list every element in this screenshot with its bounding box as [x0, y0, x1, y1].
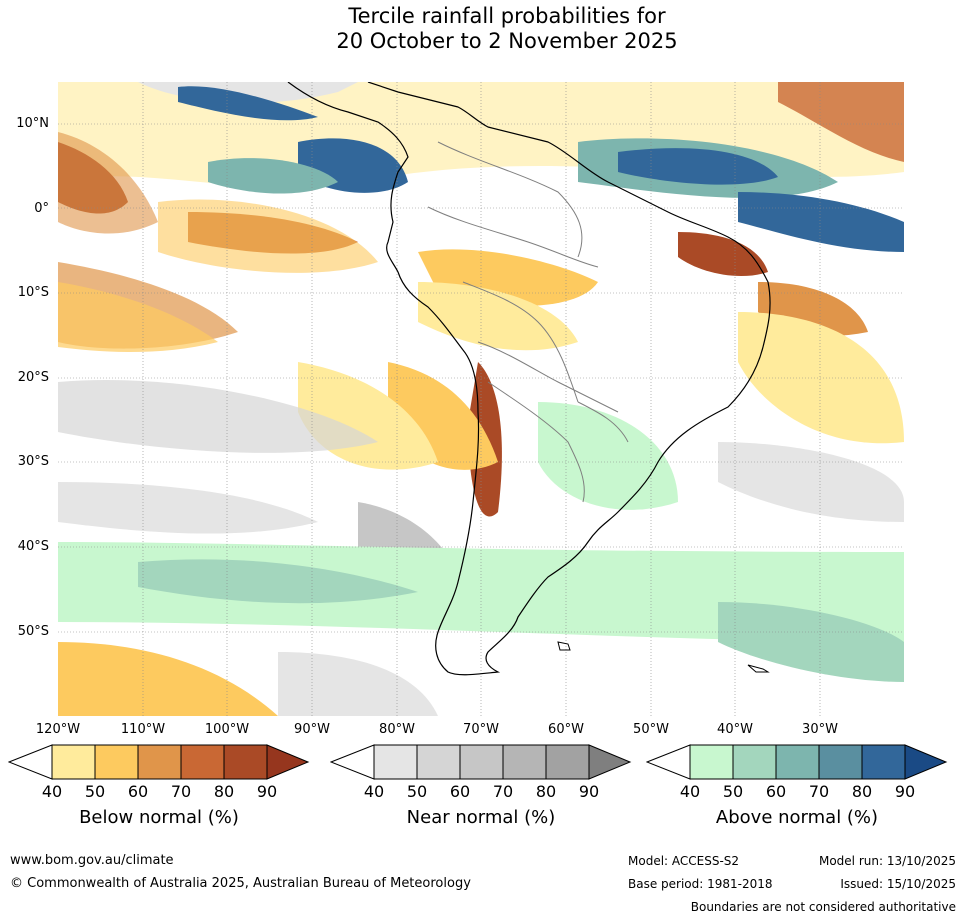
below-swatch-5	[223, 744, 268, 780]
below-normal-label: Below normal (%)	[79, 807, 239, 828]
near-tick-90: 90	[578, 782, 600, 801]
coastline	[287, 82, 771, 676]
near-tick-80: 80	[535, 782, 557, 801]
title-line-1: Tercile rainfall probabilities for	[348, 4, 666, 28]
lat-label-10s: 10°S	[17, 285, 49, 300]
model-name: Model: ACCESS-S2	[628, 854, 740, 868]
map-title: Tercile rainfall probabilities for 20 Oc…	[0, 4, 965, 54]
falkland-islands	[557, 641, 571, 651]
near-swatch-1	[373, 744, 418, 780]
above-tick-70: 70	[808, 782, 830, 801]
probability-field	[58, 82, 904, 716]
near-normal-label: Near normal (%)	[406, 807, 556, 828]
lon-label-80w: 80°W	[379, 722, 415, 737]
above-swatch-0	[646, 744, 691, 780]
below-tick-70: 70	[170, 782, 192, 801]
south-georgia	[747, 664, 770, 673]
country-borders	[427, 141, 629, 503]
below-swatch-0	[8, 744, 53, 780]
below-tick-90: 90	[256, 782, 278, 801]
near-tick-50: 50	[406, 782, 428, 801]
rainfall-map	[58, 82, 904, 716]
above-swatch-2	[732, 744, 777, 780]
below-swatch-6	[266, 744, 310, 780]
below-swatch-2	[94, 744, 139, 780]
near-swatch-5	[545, 744, 590, 780]
lon-label-120w: 120°W	[35, 722, 81, 737]
near-swatch-2	[416, 744, 461, 780]
map-canvas	[58, 82, 904, 716]
below-swatch-3	[137, 744, 182, 780]
above-swatch-6	[904, 744, 948, 780]
above-swatch-1	[689, 744, 734, 780]
near-swatch-4	[502, 744, 547, 780]
above-tick-40: 40	[679, 782, 701, 801]
lon-label-110w: 110°W	[120, 722, 166, 737]
above-swatch-5	[861, 744, 906, 780]
below-tick-80: 80	[213, 782, 235, 801]
above-tick-50: 50	[722, 782, 744, 801]
lon-label-50w: 50°W	[633, 722, 669, 737]
above-swatch-4	[818, 744, 863, 780]
above-swatch-3	[775, 744, 820, 780]
below-tick-50: 50	[84, 782, 106, 801]
near-tick-60: 60	[449, 782, 471, 801]
above-tick-80: 80	[851, 782, 873, 801]
near-swatch-3	[459, 744, 504, 780]
lat-label-10n: 10°N	[16, 116, 49, 131]
lon-label-40w: 40°W	[717, 722, 753, 737]
lon-label-70w: 70°W	[463, 722, 499, 737]
title-line-2: 20 October to 2 November 2025	[336, 29, 678, 53]
lat-label-0: 0°	[34, 201, 49, 216]
boundaries-disclaimer: Boundaries are not considered authoritat…	[690, 900, 956, 914]
issued-date: Issued: 15/10/2025	[840, 877, 956, 891]
lat-label-40s: 40°S	[17, 539, 49, 554]
above-tick-90: 90	[894, 782, 916, 801]
below-swatch-1	[51, 744, 96, 780]
copyright-text: © Commonwealth of Australia 2025, Austra…	[10, 876, 471, 891]
lon-label-90w: 90°W	[294, 722, 330, 737]
near-tick-40: 40	[363, 782, 385, 801]
model-run-date: Model run: 13/10/2025	[818, 854, 956, 868]
near-tick-70: 70	[492, 782, 514, 801]
lon-label-60w: 60°W	[548, 722, 584, 737]
graticule	[58, 82, 904, 716]
lat-label-30s: 30°S	[17, 454, 49, 469]
colorbar-below-normal	[8, 744, 310, 780]
colorbar-near-normal	[330, 744, 632, 780]
lon-label-30w: 30°W	[802, 722, 838, 737]
lon-label-100w: 100°W	[204, 722, 250, 737]
below-tick-60: 60	[127, 782, 149, 801]
lat-label-20s: 20°S	[17, 370, 49, 385]
website-link[interactable]: www.bom.gov.au/climate	[10, 853, 174, 868]
lat-label-50s: 50°S	[17, 624, 49, 639]
below-tick-40: 40	[41, 782, 63, 801]
near-swatch-6	[588, 744, 632, 780]
colorbar-above-normal	[646, 744, 948, 780]
above-normal-label: Above normal (%)	[715, 807, 879, 828]
base-period: Base period: 1981-2018	[628, 877, 773, 891]
above-tick-60: 60	[765, 782, 787, 801]
below-swatch-4	[180, 744, 225, 780]
near-swatch-0	[330, 744, 375, 780]
